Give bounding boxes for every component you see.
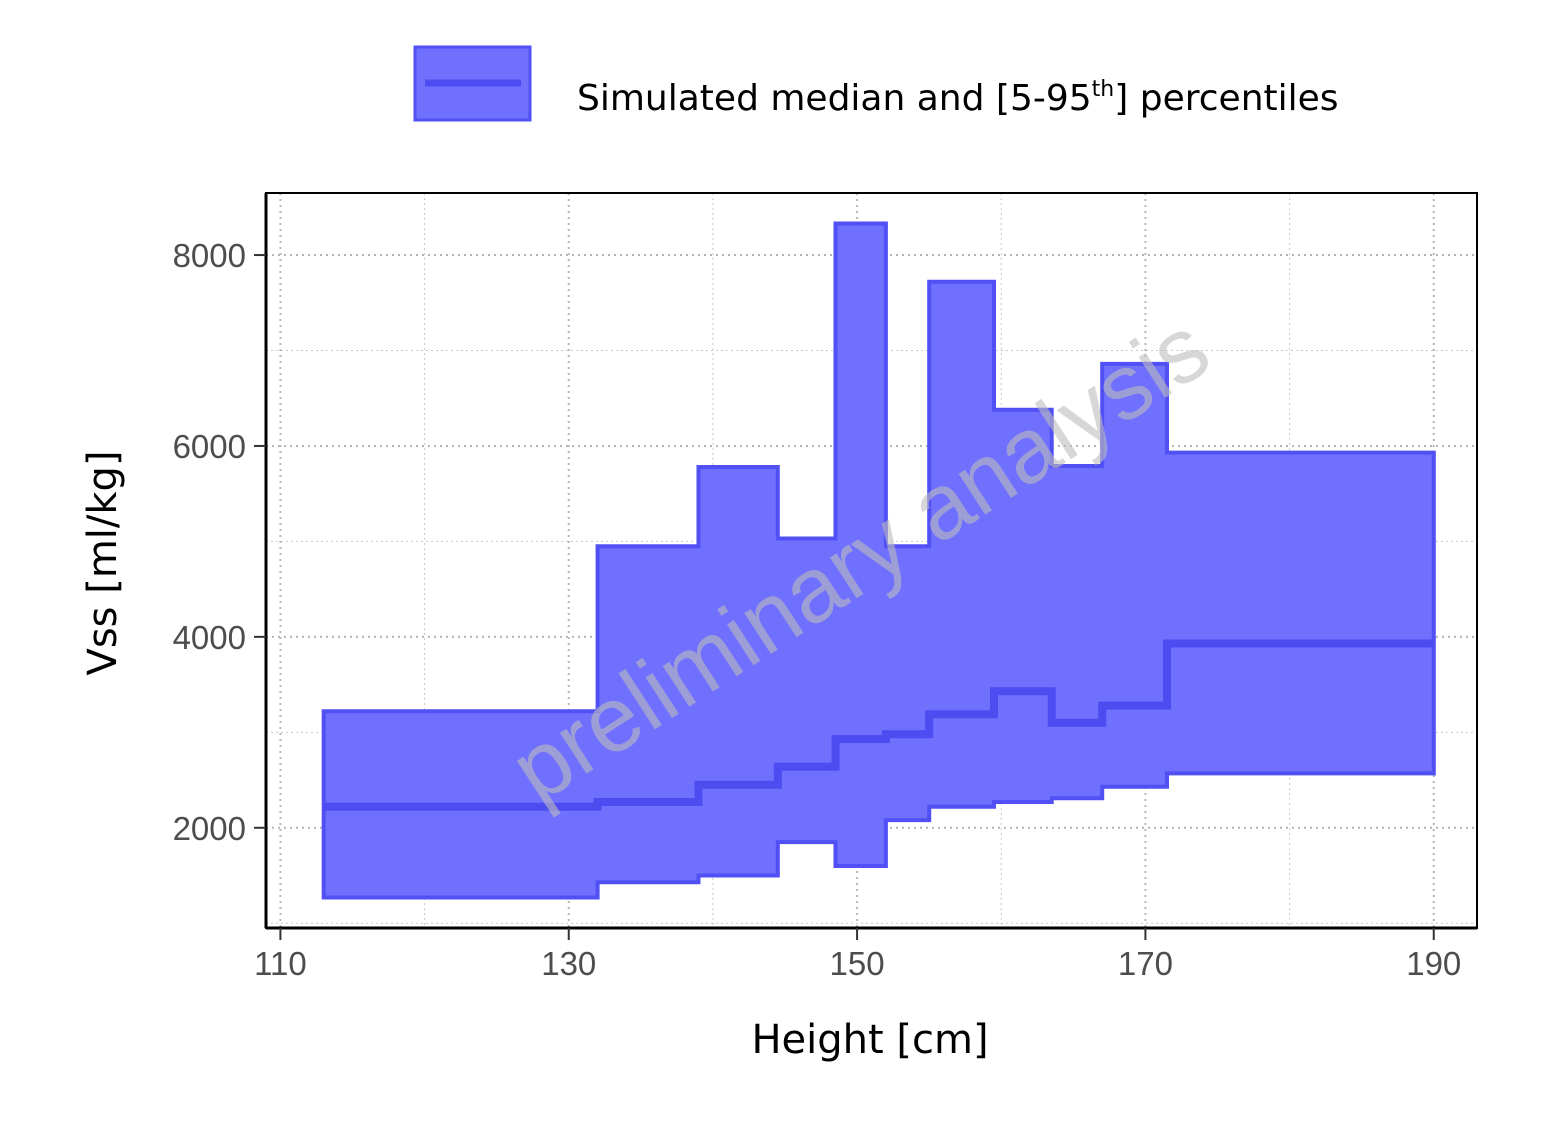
x-axis-ticks: 110 130 150 170 190 (254, 928, 1461, 982)
legend-label-superscript: th (1092, 77, 1115, 102)
y-tick-label: 6000 (173, 428, 246, 465)
legend-label: Simulated median and [5-95th] percentile… (577, 77, 1339, 119)
median-line (323, 639, 1434, 811)
legend: Simulated median and [5-95th] percentile… (413, 45, 1339, 122)
percentile-band (321, 221, 1436, 900)
x-tick-label: 130 (541, 945, 596, 982)
x-tick-label: 170 (1118, 945, 1173, 982)
y-tick-label: 8000 (173, 237, 246, 274)
y-axis-ticks: 2000 4000 6000 8000 (173, 237, 266, 847)
x-tick-label: 190 (1406, 945, 1461, 982)
x-axis-title: Height [cm] (751, 1017, 988, 1063)
y-tick-label: 2000 (173, 810, 246, 847)
y-tick-label: 4000 (173, 619, 246, 656)
legend-label-end: ] percentiles (1114, 78, 1338, 119)
legend-label-main: Simulated median and [5-95 (577, 78, 1092, 119)
x-tick-label: 110 (254, 945, 307, 982)
x-tick-label: 150 (830, 945, 885, 982)
plot-panel: preliminary analysis (264, 192, 1478, 930)
y-axis-title: Vss [ml/kg] (80, 450, 126, 675)
